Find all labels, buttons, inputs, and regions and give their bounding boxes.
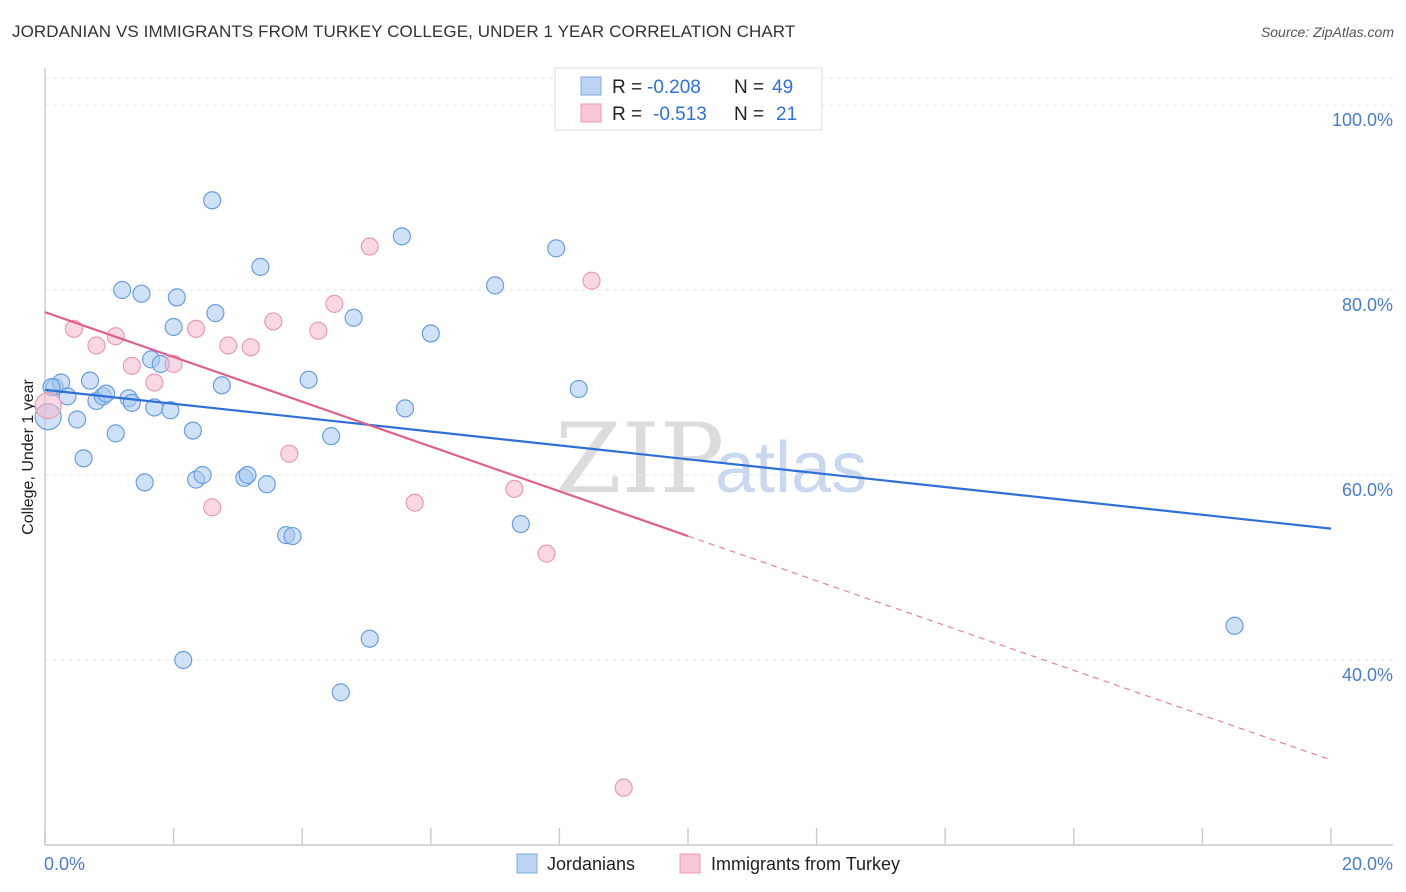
jordanians-point [392,227,411,246]
jordanians-point [183,421,202,440]
turkey-point [505,479,524,498]
jordanians-point [331,683,350,702]
jordanians-point [547,239,566,258]
turkey-trendline [44,311,689,538]
y-tick-label-100: 100.0% [1332,110,1393,130]
turkey-point [187,319,206,338]
watermark-atlas: atlas [715,428,867,508]
legend-swatch-jordanians [580,76,602,96]
jordanians-point [68,410,87,429]
jordanians-point [421,324,440,343]
turkey-point [280,444,299,463]
jordanians-point [106,424,125,443]
jordanians-point [511,514,530,534]
turkey-point [264,312,283,331]
turkey-point [34,392,62,420]
jordanians-point [164,317,183,337]
legend-n-value-1: 49 [772,77,793,98]
turkey-point [537,544,556,563]
jordanians-point [161,401,180,420]
turkey-point [614,778,633,797]
jordanians-point [486,276,505,295]
jordanians-point [113,280,132,300]
watermark-zip: ZIP [555,403,724,515]
y-tick-label-40: 40.0% [1342,665,1393,685]
y-tick-label-60: 60.0% [1342,480,1393,500]
y-tick-labels: 40.0% 60.0% 80.0% 100.0% [1332,110,1393,685]
chart-title: JORDANIAN VS IMMIGRANTS FROM TURKEY COLL… [12,22,796,41]
source-label: Source: ZipAtlas.com [1260,24,1394,40]
jordanians-point [1225,616,1244,635]
gridlines [45,77,1393,661]
jordanians-point [58,387,77,406]
jordanians-point [132,284,151,303]
turkey-point [582,271,601,290]
turkey-point [309,321,328,340]
turkey-point [360,237,379,256]
turkey-point [241,338,260,357]
y-axis-title: College, Under 1 year [20,379,37,535]
jordanians-point [238,465,257,485]
jordanians-point [360,629,379,648]
trendlines [44,311,1332,761]
turkey-points [34,237,633,797]
axes [44,68,1393,846]
jordanians-point [167,288,186,307]
y-tick-label-80: 80.0% [1342,295,1393,315]
x-ticks [44,828,1332,845]
legend-n-value-2: 21 [776,104,797,125]
legend-r-value-1: -0.208 [647,77,701,98]
x-tick-label-max: 20.0% [1342,854,1393,874]
jordanians-point [193,465,212,485]
legend-r-label-1: R = [612,77,642,98]
legend-n-label-2: N = [734,104,764,125]
jordanians-point [257,475,276,494]
jordanians-point [80,371,100,390]
turkey-point [203,498,222,517]
turkey-point [87,336,106,355]
turkey-point [325,294,344,313]
jordanians-point [174,650,193,670]
turkey-point [164,354,183,374]
jordanians-point [395,399,415,418]
jordanians-point [74,449,93,468]
jordanians-point [122,393,141,412]
bottom-legend-jordanians: Jordanians [547,854,635,874]
jordanians-point [322,427,341,446]
x-tick-label-min: 0.0% [44,854,85,874]
legend-n-label-1: N = [734,77,764,98]
turkey-point [122,356,141,375]
jordanians-point [251,257,270,276]
jordanians-point [283,526,302,546]
jordanians-point [135,473,154,492]
turkey-point [405,493,424,512]
legend-swatch-turkey [580,103,602,123]
stats-legend: R = -0.208 N = 49 R = -0.513 N = 21 [554,67,823,131]
bottom-legend-swatch-jordanians [516,853,538,874]
jordanians-point [569,379,588,399]
jordanians-point [206,304,225,323]
bottom-legend-turkey: Immigrants from Turkey [711,854,900,874]
turkey-point [145,373,164,392]
jordanians-point [203,191,222,210]
jordanians-point [344,308,363,327]
jordanians-point [212,376,231,395]
bottom-legend-swatch-turkey [679,853,701,874]
jordanians-point [299,370,318,389]
series-legend: Jordanians Immigrants from Turkey [516,853,900,874]
turkey-trendline-extension [687,535,1332,761]
legend-r-value-2: -0.513 [653,104,707,125]
jordanians-point [96,384,116,403]
jordanians-trendline [44,388,1332,530]
turkey-point [219,336,238,355]
legend-r-label-2: R = [612,104,642,125]
